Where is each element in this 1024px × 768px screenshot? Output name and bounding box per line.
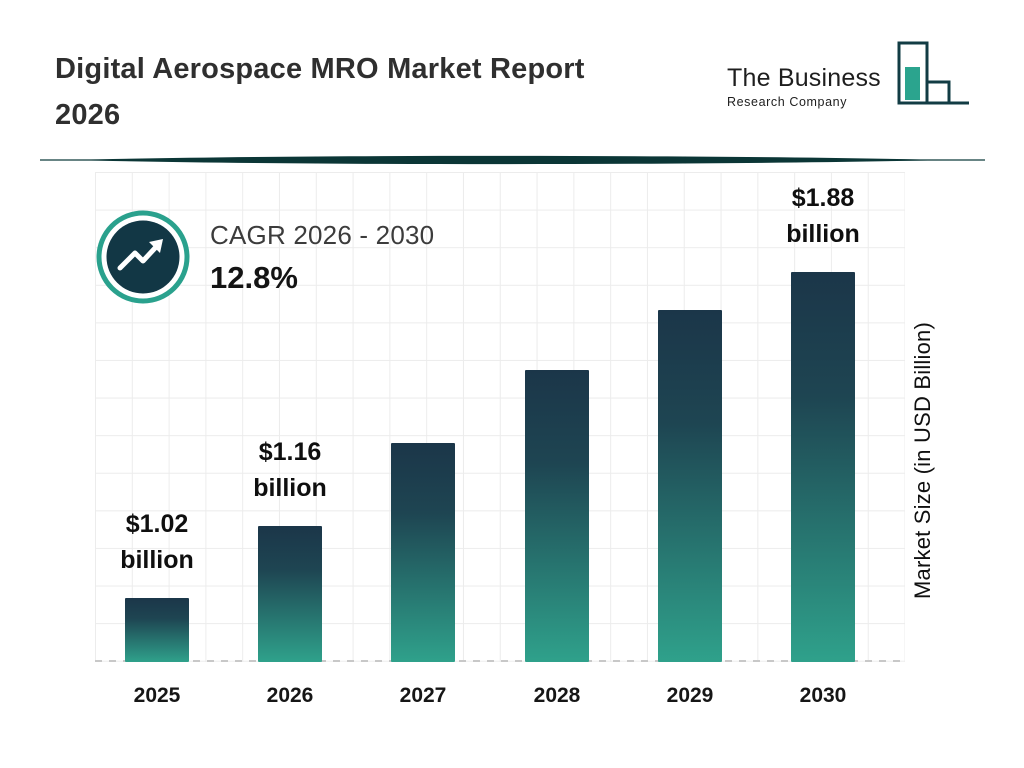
cagr-value: 12.8% bbox=[210, 260, 298, 295]
x-axis-label-2030: 2030 bbox=[799, 684, 847, 707]
bar-2026 bbox=[258, 526, 322, 662]
bar-2029 bbox=[658, 310, 722, 662]
value-label-2026: $1.16 billion bbox=[205, 434, 375, 506]
bar-2030 bbox=[791, 272, 855, 662]
page-title: Digital Aerospace MRO Market Report 2026 bbox=[55, 46, 585, 138]
bar-2028 bbox=[525, 370, 589, 662]
x-axis-label-2029: 2029 bbox=[666, 684, 714, 707]
page-title-line1: Digital Aerospace MRO Market Report bbox=[55, 53, 585, 85]
value-label-2025: $1.02 billion bbox=[72, 506, 242, 578]
bar-2027 bbox=[391, 443, 455, 662]
chart-grid bbox=[95, 172, 905, 662]
x-axis-label-2028: 2028 bbox=[533, 684, 581, 707]
page-title-line2: 2026 bbox=[55, 99, 121, 131]
x-axis-label-2027: 2027 bbox=[399, 684, 447, 707]
logo-company-name: The Business bbox=[727, 64, 881, 92]
value-label-amount: $1.88 bbox=[791, 184, 855, 212]
company-logo-text: The Business Research Company bbox=[727, 64, 881, 109]
value-label-unit: billion bbox=[120, 546, 194, 574]
x-axis-label-2026: 2026 bbox=[266, 684, 314, 707]
header-divider bbox=[40, 155, 985, 165]
value-label-2030: $1.88 billion bbox=[738, 180, 908, 252]
bar-2025 bbox=[125, 598, 189, 662]
value-label-amount: $1.02 bbox=[125, 510, 189, 538]
y-axis-title: Market Size (in USD Billion) bbox=[910, 321, 935, 599]
logo-company-subtitle: Research Company bbox=[727, 95, 848, 109]
value-label-unit: billion bbox=[786, 220, 860, 248]
company-logo: The Business Research Company bbox=[727, 40, 977, 124]
cagr-block: CAGR 2026 - 2030 12.8% bbox=[210, 220, 434, 296]
cagr-label: CAGR 2026 - 2030 bbox=[210, 220, 435, 250]
logo-barchart-icon bbox=[897, 41, 969, 105]
x-axis-label-2025: 2025 bbox=[133, 684, 181, 707]
value-label-amount: $1.16 bbox=[258, 438, 322, 466]
cagr-trend-up-icon bbox=[96, 210, 190, 304]
chart-baseline bbox=[95, 660, 905, 662]
value-label-unit: billion bbox=[253, 474, 327, 502]
